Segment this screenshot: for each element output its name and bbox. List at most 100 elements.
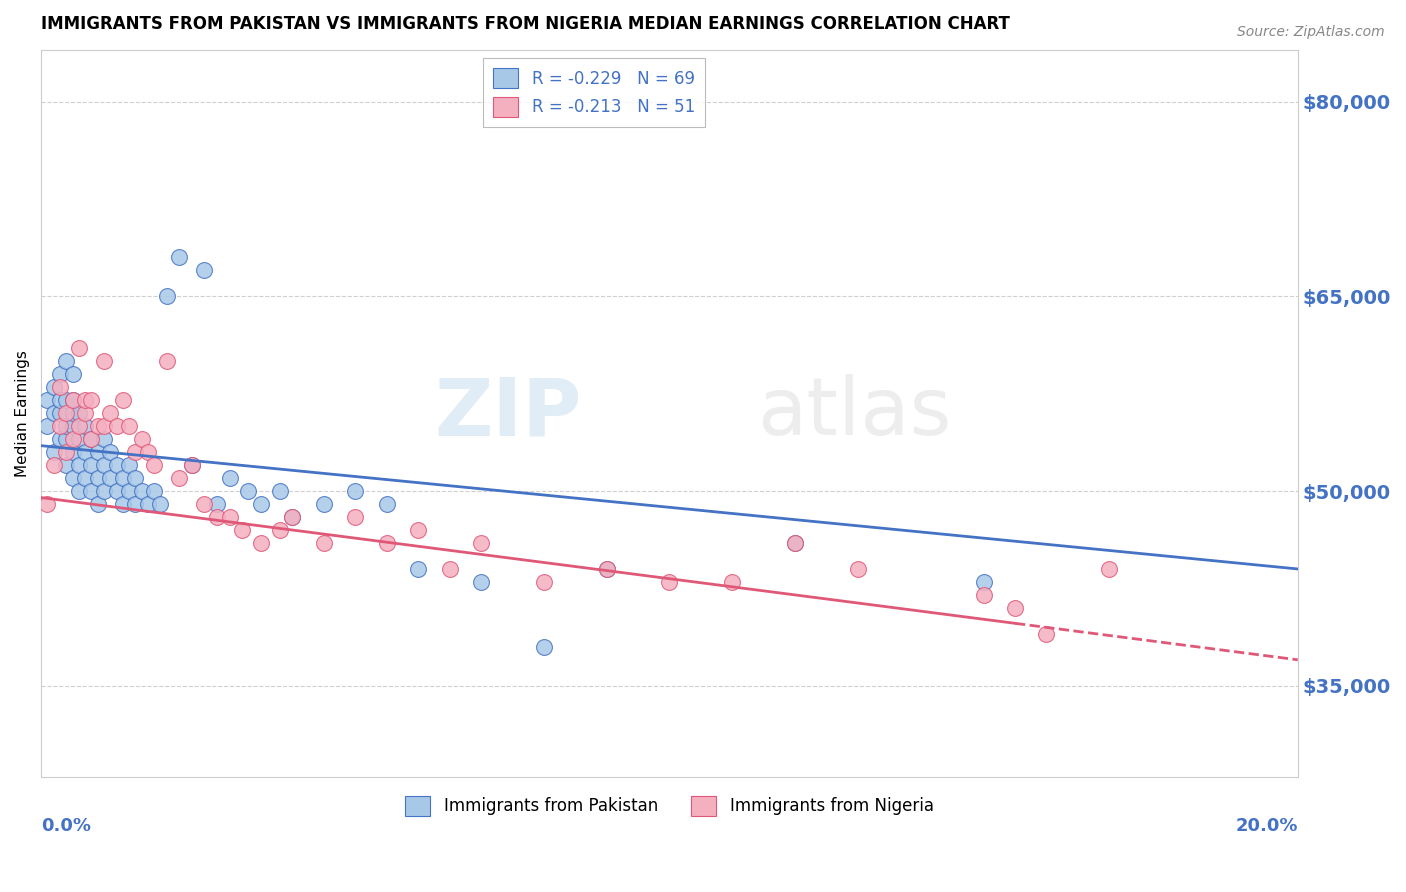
- Point: [1004, 601, 1026, 615]
- Point: [269, 484, 291, 499]
- Point: [1035, 627, 1057, 641]
- Point: [105, 484, 128, 499]
- Point: [42, 406, 65, 420]
- Point: [49, 368, 72, 382]
- Point: [55, 419, 77, 434]
- Point: [75, 419, 97, 434]
- Point: [169, 251, 191, 265]
- Point: [42, 458, 65, 472]
- Point: [205, 510, 228, 524]
- Point: [55, 432, 77, 446]
- Text: 20.0%: 20.0%: [1236, 816, 1298, 835]
- Point: [1098, 562, 1121, 576]
- Point: [93, 354, 115, 368]
- Text: 0.0%: 0.0%: [41, 816, 91, 835]
- Point: [98, 471, 121, 485]
- Point: [375, 497, 398, 511]
- Point: [658, 574, 681, 589]
- Point: [136, 497, 159, 511]
- Point: [250, 497, 273, 511]
- Point: [136, 445, 159, 459]
- Legend: R = -0.229   N = 69, R = -0.213   N = 51: R = -0.229 N = 69, R = -0.213 N = 51: [484, 58, 704, 128]
- Point: [533, 640, 555, 654]
- Point: [62, 393, 84, 408]
- Point: [131, 432, 153, 446]
- Point: [973, 588, 995, 602]
- Point: [62, 471, 84, 485]
- Point: [37, 419, 59, 434]
- Point: [55, 354, 77, 368]
- Point: [93, 432, 115, 446]
- Point: [218, 510, 240, 524]
- Point: [785, 536, 807, 550]
- Point: [62, 368, 84, 382]
- Point: [143, 484, 166, 499]
- Point: [533, 574, 555, 589]
- Point: [180, 458, 202, 472]
- Point: [156, 289, 179, 303]
- Point: [98, 445, 121, 459]
- Point: [281, 510, 304, 524]
- Point: [846, 562, 869, 576]
- Point: [143, 458, 166, 472]
- Point: [312, 536, 335, 550]
- Point: [721, 574, 744, 589]
- Point: [111, 393, 134, 408]
- Point: [93, 458, 115, 472]
- Point: [80, 432, 103, 446]
- Point: [269, 523, 291, 537]
- Point: [973, 574, 995, 589]
- Point: [180, 458, 202, 472]
- Point: [156, 354, 179, 368]
- Point: [238, 484, 260, 499]
- Point: [470, 574, 492, 589]
- Point: [124, 497, 146, 511]
- Point: [218, 471, 240, 485]
- Point: [118, 419, 141, 434]
- Point: [49, 393, 72, 408]
- Point: [375, 536, 398, 550]
- Point: [344, 510, 367, 524]
- Point: [49, 432, 72, 446]
- Point: [105, 458, 128, 472]
- Point: [49, 419, 72, 434]
- Point: [67, 484, 90, 499]
- Point: [93, 419, 115, 434]
- Point: [785, 536, 807, 550]
- Point: [312, 497, 335, 511]
- Point: [67, 432, 90, 446]
- Point: [439, 562, 461, 576]
- Point: [62, 419, 84, 434]
- Point: [67, 419, 90, 434]
- Point: [193, 497, 215, 511]
- Point: [406, 562, 429, 576]
- Point: [80, 393, 103, 408]
- Point: [67, 458, 90, 472]
- Point: [80, 458, 103, 472]
- Point: [80, 432, 103, 446]
- Point: [344, 484, 367, 499]
- Point: [124, 445, 146, 459]
- Point: [42, 445, 65, 459]
- Point: [281, 510, 304, 524]
- Point: [86, 497, 108, 511]
- Text: ZIP: ZIP: [434, 375, 582, 452]
- Point: [62, 406, 84, 420]
- Text: IMMIGRANTS FROM PAKISTAN VS IMMIGRANTS FROM NIGERIA MEDIAN EARNINGS CORRELATION : IMMIGRANTS FROM PAKISTAN VS IMMIGRANTS F…: [41, 15, 1010, 33]
- Point: [193, 263, 215, 277]
- Point: [111, 471, 134, 485]
- Point: [118, 484, 141, 499]
- Point: [470, 536, 492, 550]
- Point: [75, 471, 97, 485]
- Point: [149, 497, 172, 511]
- Point: [49, 380, 72, 394]
- Point: [55, 406, 77, 420]
- Point: [595, 562, 617, 576]
- Point: [55, 458, 77, 472]
- Point: [86, 445, 108, 459]
- Point: [67, 406, 90, 420]
- Point: [80, 484, 103, 499]
- Point: [118, 458, 141, 472]
- Point: [42, 380, 65, 394]
- Point: [124, 471, 146, 485]
